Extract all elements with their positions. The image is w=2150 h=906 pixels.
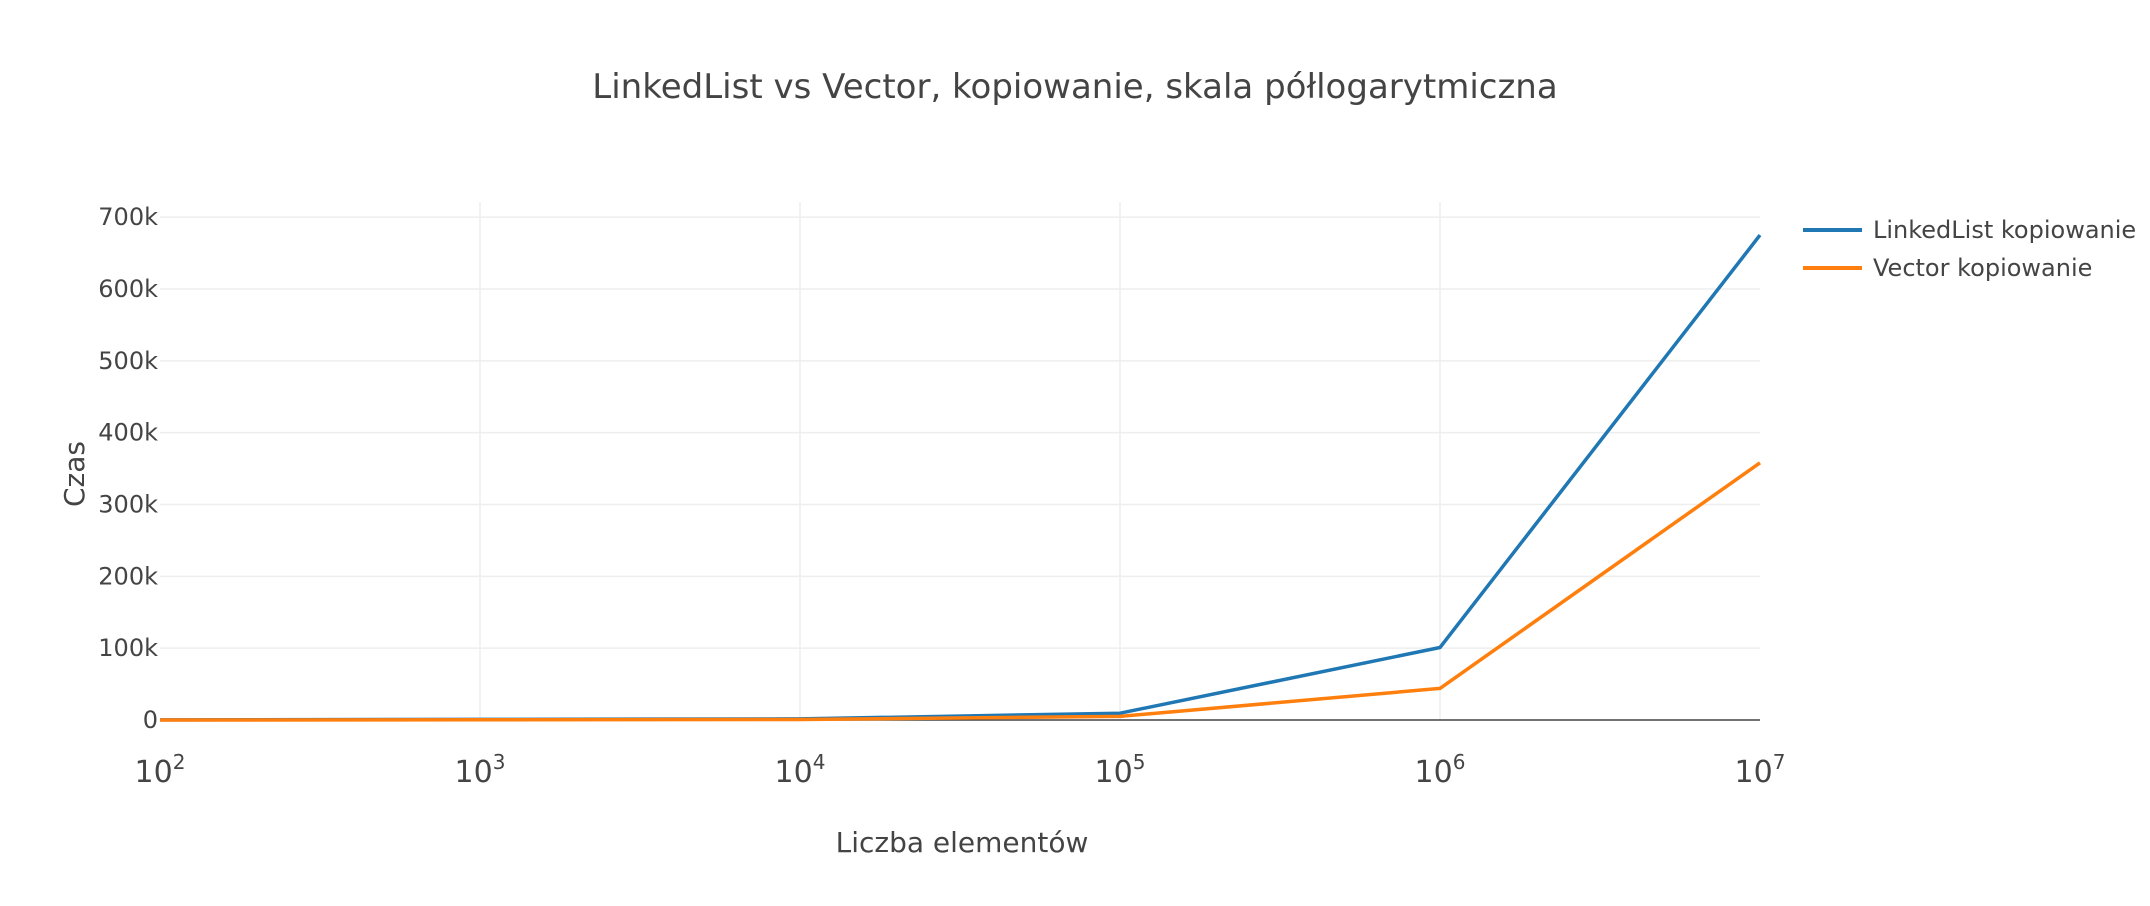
y-tick-label: 700k: [98, 203, 158, 231]
x-tick-base: 10: [1735, 755, 1773, 790]
x-tick-base: 10: [455, 755, 493, 790]
y-tick-label: 100k: [98, 634, 158, 662]
chart-title: LinkedList vs Vector, kopiowanie, skala …: [592, 67, 1557, 107]
y-tick-label: 500k: [98, 347, 158, 375]
x-tick-label: 105: [1095, 750, 1146, 790]
x-tick-base: 10: [135, 755, 173, 790]
x-tick-label: 107: [1735, 750, 1786, 790]
x-tick-label: 104: [775, 750, 826, 790]
x-tick-exponent: 5: [1133, 750, 1146, 774]
legend-item[interactable]: Vector kopiowanie: [1803, 254, 2092, 282]
y-tick-label: 200k: [98, 562, 158, 590]
x-axis: 102 103 104 105 106 107: [135, 750, 1786, 790]
y-tick-label: 400k: [98, 419, 158, 447]
x-tick-label: 106: [1415, 750, 1466, 790]
series-line-1: [159, 461, 1762, 722]
legend-label: LinkedList kopiowanie: [1873, 216, 2136, 244]
y-tick-label: 0: [143, 706, 158, 734]
x-tick-base: 10: [1095, 755, 1133, 790]
y-tick-label: 600k: [98, 275, 158, 303]
x-tick-exponent: 6: [1453, 750, 1466, 774]
series-layer: [159, 234, 1762, 722]
x-tick-label: 102: [135, 750, 186, 790]
legend[interactable]: LinkedList kopiowanie Vector kopiowanie: [1803, 216, 2136, 282]
x-tick-base: 10: [1415, 755, 1453, 790]
x-tick-label: 103: [455, 750, 506, 790]
x-tick-base: 10: [775, 755, 813, 790]
series-line-0: [159, 234, 1762, 722]
y-axis-title: Czas: [58, 441, 91, 507]
y-tick-label: 300k: [98, 491, 158, 519]
x-tick-exponent: 4: [813, 750, 826, 774]
grid: [160, 202, 1760, 721]
legend-label: Vector kopiowanie: [1873, 254, 2092, 282]
x-tick-exponent: 3: [493, 750, 506, 774]
x-axis-title: Liczba elementów: [836, 826, 1089, 859]
x-tick-exponent: 2: [173, 750, 186, 774]
y-axis: 0 100k 200k 300k 400k 500k 600k 700k: [98, 203, 158, 734]
legend-item[interactable]: LinkedList kopiowanie: [1803, 216, 2136, 244]
x-tick-exponent: 7: [1773, 750, 1786, 774]
